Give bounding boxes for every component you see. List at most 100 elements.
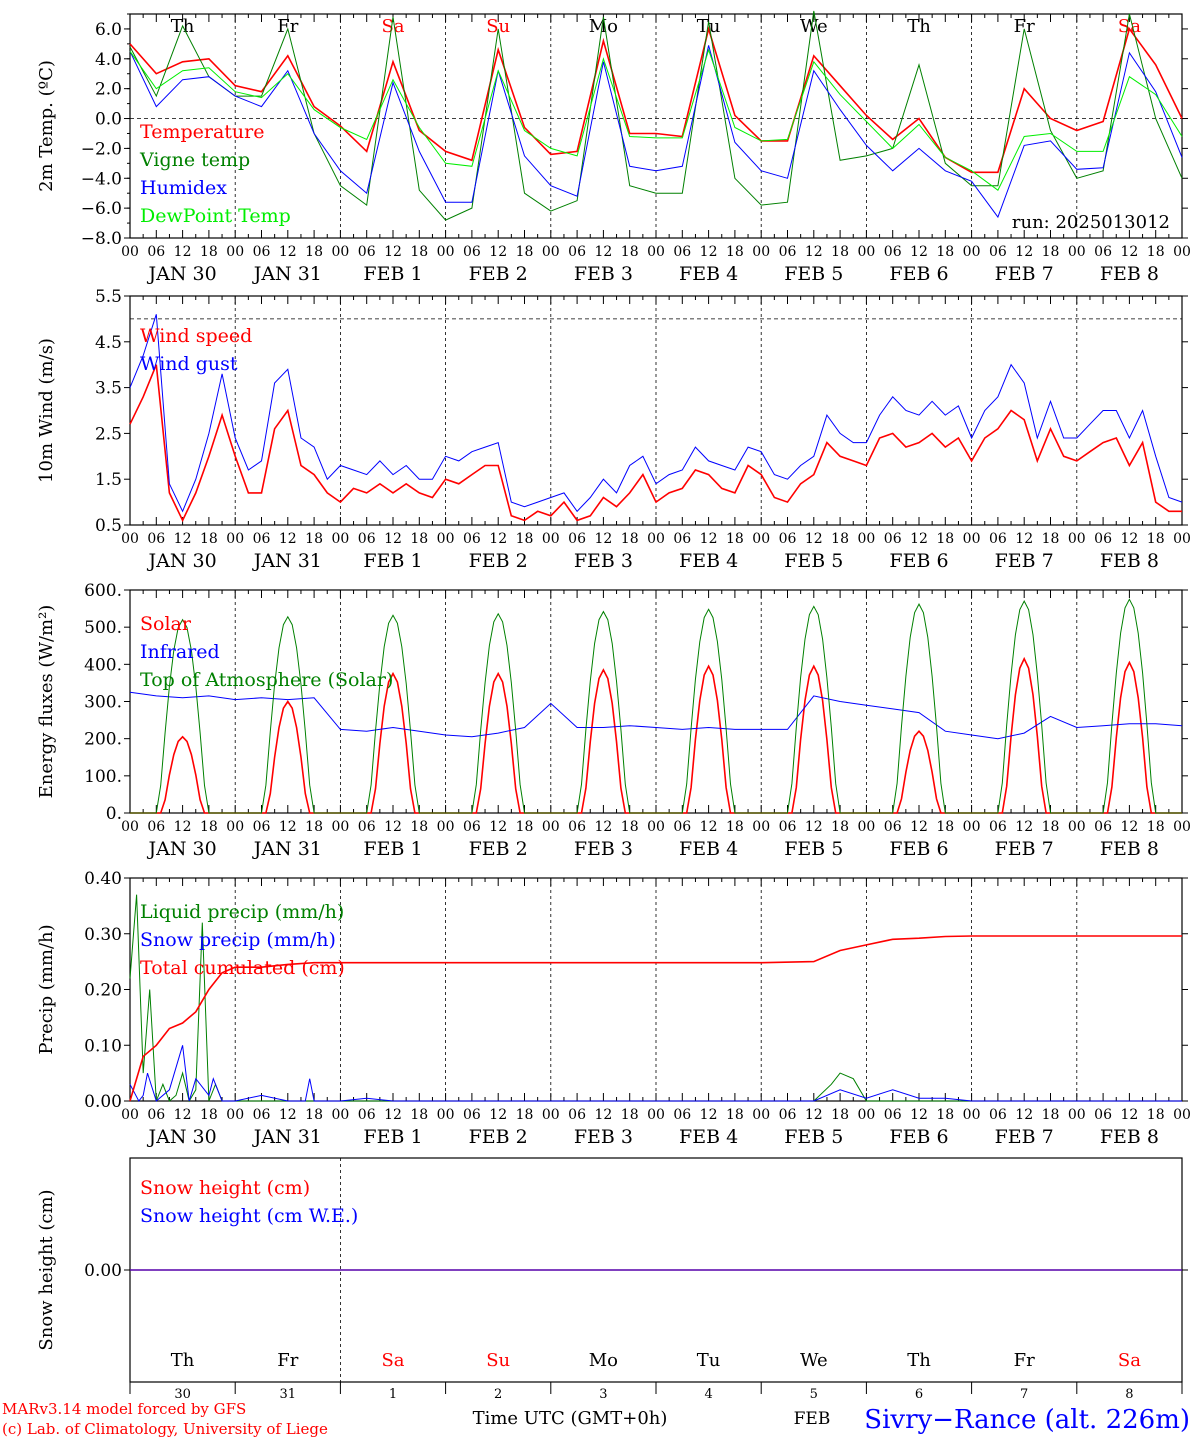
day-abbr-label: Fr xyxy=(277,1350,298,1371)
hour-tick-label: 06 xyxy=(147,1107,165,1123)
legend-entry: Wind gust xyxy=(140,353,238,375)
date-label: FEB 2 xyxy=(469,838,528,860)
hour-tick-label: 12 xyxy=(174,819,192,835)
series-line-infrared xyxy=(129,691,1183,740)
day-abbr-label: Tu xyxy=(697,1350,721,1371)
hour-tick-label: 00 xyxy=(963,1107,981,1123)
day-abbr-label: Th xyxy=(907,1350,931,1371)
hour-tick-label: 18 xyxy=(1042,531,1060,547)
hour-tick-label: 12 xyxy=(910,244,928,260)
hour-tick-label: 00 xyxy=(226,244,244,260)
panels: −8.0 −6.0 −4.0 −2.0 0.0 2.0 4.0 6.0 2m Temp. (ºC… xyxy=(36,10,1191,1402)
hour-tick-label: 12 xyxy=(594,244,612,260)
panel-2: 0.5 1.5 2.5 3.5 4.5 5.5 10m Wind (m/s) 00 06 12 18… xyxy=(36,287,1191,572)
y-tick-label: 0.30 xyxy=(84,925,122,945)
hour-tick-label: 00 xyxy=(963,819,981,835)
date-label: FEB 6 xyxy=(889,550,948,572)
hour-tick-label: 12 xyxy=(594,819,612,835)
day-abbr-label: Th xyxy=(171,1350,195,1371)
y-tick-label: 0.5 xyxy=(95,516,122,536)
y-axis-label: 2m Temp. (ºC) xyxy=(36,60,57,192)
hour-tick-label: 18 xyxy=(936,819,954,835)
hour-tick-label: 18 xyxy=(516,819,534,835)
date-label: FEB 5 xyxy=(784,550,843,572)
hour-tick-label: 18 xyxy=(516,244,534,260)
hour-tick-label: 18 xyxy=(410,531,428,547)
hour-tick-label: 00 xyxy=(1068,244,1086,260)
footer: MARv3.14 model forced by GFS (c) Lab. of… xyxy=(2,1400,1190,1438)
date-label: FEB 1 xyxy=(363,1126,422,1148)
hour-tick-label: 12 xyxy=(384,244,402,260)
date-label: JAN 30 xyxy=(147,838,217,860)
day-abbr-label: Fr xyxy=(1014,1350,1035,1371)
hour-tick-label: 12 xyxy=(384,1107,402,1123)
hour-tick-label: 12 xyxy=(384,531,402,547)
hour-tick-label: 18 xyxy=(410,819,428,835)
hour-tick-label: 12 xyxy=(1120,1107,1138,1123)
hour-tick-label: 18 xyxy=(1147,819,1165,835)
hour-tick-label: 00 xyxy=(121,819,139,835)
hour-tick-label: 12 xyxy=(1015,531,1033,547)
y-tick-label: 300. xyxy=(84,693,122,713)
series-line-temperature xyxy=(129,25,1183,174)
hour-tick-label: 06 xyxy=(989,1107,1007,1123)
date-label: JAN 30 xyxy=(147,263,217,285)
hour-tick-label: 06 xyxy=(1094,244,1112,260)
y-tick-label: 5.5 xyxy=(95,287,122,307)
y-tick-label: 600. xyxy=(84,581,122,601)
series-group xyxy=(129,10,1183,221)
location-title: Sivry−Rance (alt. 226m) xyxy=(864,1405,1190,1435)
date-label: JAN 30 xyxy=(147,550,217,572)
hour-tick-label: 18 xyxy=(516,1107,534,1123)
hour-tick-label: 00 xyxy=(1173,819,1191,835)
day-number-label: 7 xyxy=(1020,1387,1028,1402)
hour-tick-label: 18 xyxy=(831,244,849,260)
hour-tick-label: 12 xyxy=(1120,819,1138,835)
hour-tick-label: 06 xyxy=(989,244,1007,260)
day-number-label: 4 xyxy=(704,1387,712,1402)
hour-tick-label: 12 xyxy=(805,1107,823,1123)
hour-tick-label: 18 xyxy=(516,531,534,547)
hour-tick-label: 12 xyxy=(594,531,612,547)
y-tick-label: 6.0 xyxy=(95,20,122,40)
day-number-label: 6 xyxy=(915,1387,923,1402)
hour-tick-label: 06 xyxy=(1094,819,1112,835)
hour-tick-label: 12 xyxy=(1015,244,1033,260)
hour-tick-label: 00 xyxy=(226,531,244,547)
legend-entry: Snow height (cm) xyxy=(140,1177,310,1199)
legend-entry: Solar xyxy=(140,613,192,635)
date-label: JAN 30 xyxy=(147,1126,217,1148)
hour-tick-label: 06 xyxy=(884,531,902,547)
hour-tick-label: 06 xyxy=(568,244,586,260)
hour-tick-label: 00 xyxy=(963,244,981,260)
y-tick-label: 500. xyxy=(84,618,122,638)
hour-tick-label: 12 xyxy=(279,819,297,835)
date-label: FEB 8 xyxy=(1100,550,1159,572)
hour-tick-label: 12 xyxy=(805,819,823,835)
hour-tick-label: 12 xyxy=(174,1107,192,1123)
hour-tick-label: 00 xyxy=(857,244,875,260)
hour-tick-label: 00 xyxy=(857,531,875,547)
y-tick-label: 0.0 xyxy=(95,110,122,130)
hour-tick-label: 06 xyxy=(253,1107,271,1123)
legend-entry: Snow precip (mm/h) xyxy=(140,929,336,951)
date-label: FEB 8 xyxy=(1100,1126,1159,1148)
hour-tick-label: 18 xyxy=(831,531,849,547)
hour-tick-label: 00 xyxy=(1173,531,1191,547)
date-label: FEB 7 xyxy=(995,838,1054,860)
hour-tick-label: 12 xyxy=(489,244,507,260)
hour-tick-label: 00 xyxy=(226,1107,244,1123)
hour-tick-label: 00 xyxy=(647,1107,665,1123)
hour-tick-label: 12 xyxy=(910,531,928,547)
date-label: FEB 5 xyxy=(784,1126,843,1148)
hour-tick-label: 18 xyxy=(200,244,218,260)
y-tick-label: 0. xyxy=(106,804,122,824)
y-axis-label: Energy fluxes (W/m²) xyxy=(36,605,57,799)
x-axis-label: Time UTC (GMT+0h) xyxy=(473,1408,668,1429)
hour-tick-label: 06 xyxy=(884,819,902,835)
hour-tick-label: 18 xyxy=(831,1107,849,1123)
hour-tick-label: 00 xyxy=(647,244,665,260)
y-tick-label: −2.0 xyxy=(81,139,122,159)
hour-tick-label: 00 xyxy=(121,531,139,547)
date-label: FEB 1 xyxy=(363,838,422,860)
